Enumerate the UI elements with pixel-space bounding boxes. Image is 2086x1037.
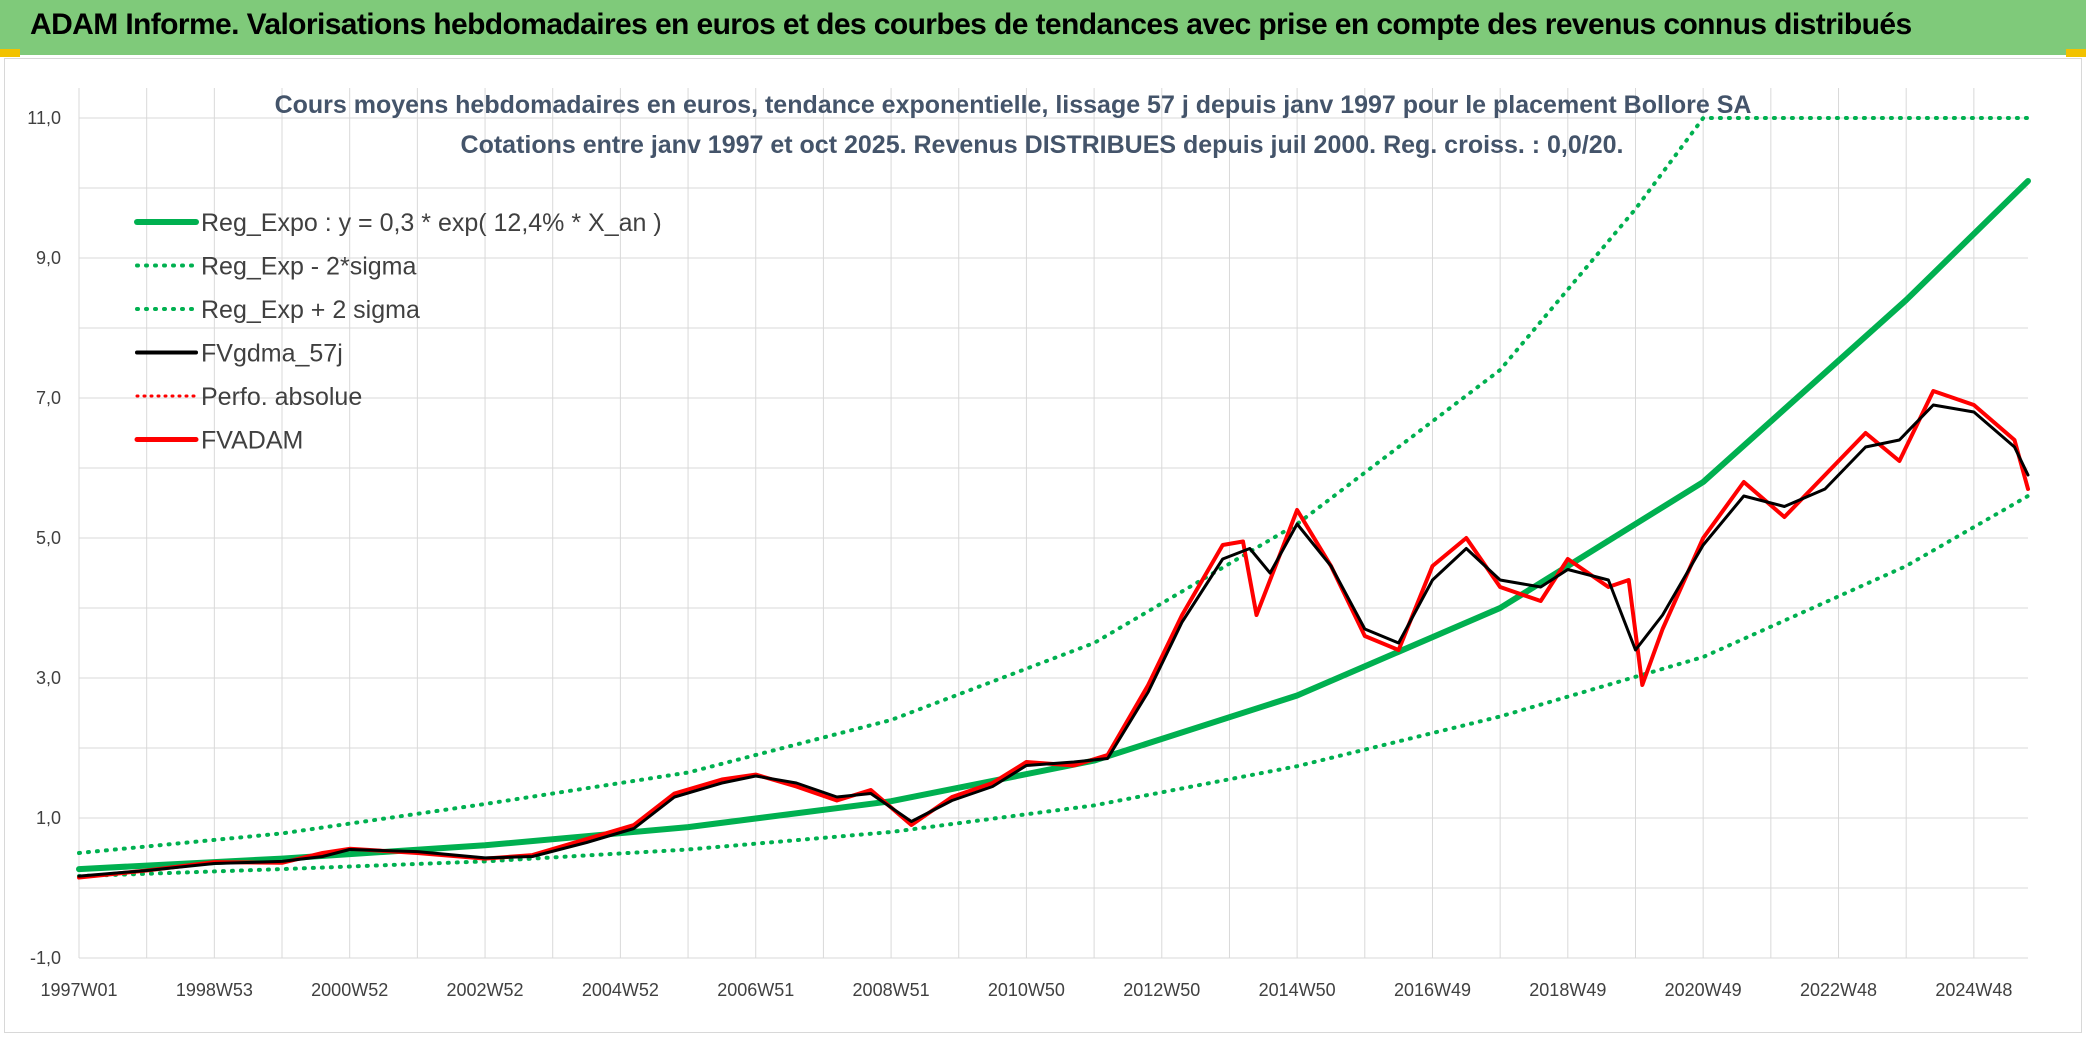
- report-banner: ADAM Informe. Valorisations hebdomadaire…: [0, 0, 2086, 57]
- x-tick-label: 2000W52: [311, 980, 388, 1000]
- x-tick-label: 2008W51: [853, 980, 930, 1000]
- chart-frame: [4, 58, 2082, 1033]
- x-tick-label: 2002W52: [447, 980, 524, 1000]
- legend-label: Reg_Expo : y = 0,3 * exp( 12,4% * X_an ): [201, 209, 662, 237]
- x-tick-label: 2010W50: [988, 980, 1065, 1000]
- y-tick-label: 11,0: [27, 108, 61, 128]
- y-tick-label: 5,0: [36, 528, 61, 548]
- x-tick-label: 1997W01: [40, 980, 117, 1000]
- banner-corner-left: [0, 49, 20, 57]
- series-line-reg-exp-2-sigma: [77, 116, 2030, 855]
- x-tick-label: 2024W48: [1935, 980, 2012, 1000]
- legend-label: FVgdma_57j: [201, 340, 343, 368]
- chart-axes: -1,0 1,0 3,0 5,0 7,0 9,0 11,0 1997W01 1998W53 200…: [27, 108, 2012, 1000]
- legend-label: FVADAM: [201, 427, 303, 455]
- x-tick-label: 2016W49: [1394, 980, 1471, 1000]
- x-tick-label: 2022W48: [1800, 980, 1877, 1000]
- x-tick-label: 2014W50: [1259, 980, 1336, 1000]
- legend-label: Perfo. absolue: [201, 383, 362, 411]
- chart-title: Cours moyens hebdomadaires en euros, ten…: [275, 91, 1752, 119]
- legend-label: Reg_Exp + 2 sigma: [201, 296, 420, 324]
- chart-subtitle: Cotations entre janv 1997 et oct 2025. R…: [461, 131, 1624, 159]
- y-tick-label: 3,0: [36, 668, 61, 688]
- y-tick-label: -1,0: [30, 948, 61, 968]
- chart-legend: Reg_Expo : y = 0,3 * exp( 12,4% * X_an )…: [134, 209, 662, 455]
- y-tick-label: 9,0: [36, 248, 61, 268]
- y-tick-label: 1,0: [36, 808, 61, 828]
- series-line-fvadam: [77, 389, 2030, 880]
- series-line-reg-exp-2-sigma: [77, 494, 2030, 879]
- x-tick-label: 2012W50: [1123, 980, 1200, 1000]
- chart-grid: [78, 88, 2028, 959]
- x-tick-label: 1998W53: [176, 980, 253, 1000]
- y-tick-label: 7,0: [36, 388, 61, 408]
- x-tick-label: 2020W49: [1665, 980, 1742, 1000]
- report-title: ADAM Informe. Valorisations hebdomadaire…: [30, 8, 1912, 41]
- x-tick-label: 2018W49: [1529, 980, 1606, 1000]
- series-line-fvgdma-57j: [77, 403, 2030, 878]
- legend-label: Reg_Exp - 2*sigma: [201, 253, 416, 281]
- x-tick-label: 2006W51: [717, 980, 794, 1000]
- banner-corner-right: [2066, 49, 2086, 57]
- x-tick-label: 2004W52: [582, 980, 659, 1000]
- chart-plot-area: [76, 116, 2031, 880]
